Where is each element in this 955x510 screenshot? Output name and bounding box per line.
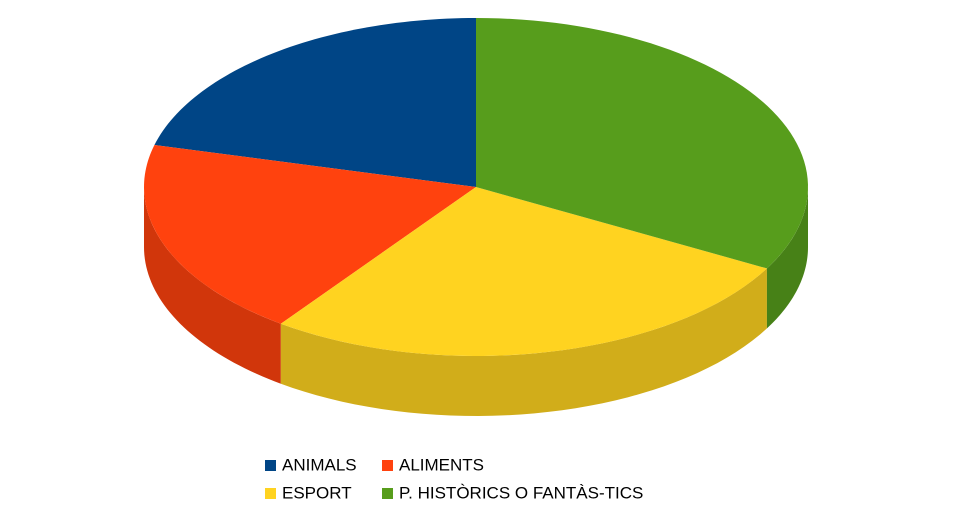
slice-side [766,187,808,329]
legend-swatch [382,460,393,471]
legend-label: ALIMENTS [399,455,484,474]
slice [144,144,477,324]
legend-swatch [265,460,276,471]
slice [476,18,808,269]
slice-side [144,187,281,384]
slice [154,18,476,187]
legend-label: ANIMALS [282,455,357,474]
legend-swatch [265,488,276,499]
legend-label: ESPORT [282,483,352,502]
slice-side [280,268,767,416]
legend-swatch [382,488,393,499]
slice [280,187,767,356]
legend-label: P. HISTÒRICS O FANTÀS-TICS [399,483,643,502]
